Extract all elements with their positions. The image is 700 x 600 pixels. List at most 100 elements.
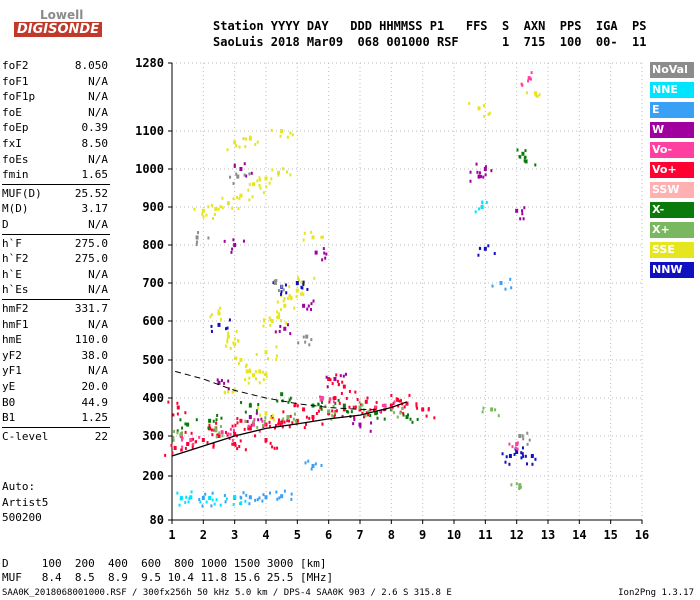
data-point-scatter	[291, 421, 294, 425]
data-point-scatter	[216, 378, 219, 382]
data-point-scatter	[288, 293, 291, 297]
data-point-scatter	[184, 411, 187, 415]
data-point-scatter	[267, 357, 270, 361]
param-row: D N/A	[2, 217, 108, 233]
data-point-scatter	[321, 400, 324, 404]
data-point-scatter	[224, 430, 227, 434]
data-point	[311, 415, 315, 419]
data-point-scatter	[530, 71, 533, 75]
data-point-scatter	[510, 483, 513, 487]
digisonde-logo: Lowell DIGISONDE	[0, 8, 103, 42]
data-point	[333, 377, 337, 381]
data-point	[483, 246, 487, 251]
data-point-scatter	[220, 416, 223, 420]
data-point-scatter	[273, 446, 276, 450]
data-point-scatter	[190, 490, 193, 494]
data-point-scatter	[235, 172, 238, 176]
data-point	[239, 418, 243, 423]
data-point-scatter	[181, 426, 184, 430]
data-point-scatter	[518, 486, 521, 490]
param-row: C-level 22	[2, 429, 108, 445]
data-point-scatter	[275, 345, 278, 349]
data-point-scatter	[232, 181, 235, 185]
data-point-scatter	[179, 497, 182, 501]
param-value: 0.39	[81, 121, 109, 135]
param-row: h`F 275.0	[2, 236, 108, 252]
data-point-scatter	[274, 330, 277, 334]
data-point-scatter	[244, 365, 247, 369]
y-tick-label: 1000	[135, 162, 164, 176]
data-point-scatter	[232, 238, 235, 242]
data-point-scatter	[302, 335, 305, 339]
data-point-scatter	[329, 397, 332, 401]
data-point-scatter	[501, 452, 504, 456]
data-point	[480, 205, 484, 209]
data-point-scatter	[231, 206, 234, 210]
data-point-scatter	[170, 443, 173, 447]
data-point	[233, 243, 237, 247]
data-point-scatter	[217, 207, 220, 211]
data-point	[277, 315, 281, 320]
data-point-scatter	[245, 493, 248, 497]
data-point-scatter	[210, 504, 213, 508]
data-point-scatter	[253, 418, 256, 422]
data-point-scatter	[238, 445, 241, 449]
data-point-scatter	[268, 316, 271, 320]
param-row: foF1 N/A	[2, 74, 108, 90]
data-point-scatter	[236, 417, 239, 421]
data-point-scatter	[399, 399, 402, 403]
data-point	[405, 401, 409, 406]
data-point-scatter	[262, 378, 265, 382]
data-point	[405, 415, 409, 419]
param-value: 275.0	[74, 236, 108, 250]
data-point-scatter	[301, 291, 304, 295]
data-point-scatter	[179, 418, 182, 422]
data-point-scatter	[348, 405, 351, 409]
data-point-scatter	[280, 284, 283, 288]
data-point-scatter	[231, 390, 234, 394]
data-point-scatter	[269, 491, 272, 495]
data-point-scatter	[525, 91, 528, 95]
param-value: 3.17	[81, 202, 109, 216]
data-point-scatter	[171, 451, 174, 455]
data-point-scatter	[237, 362, 240, 366]
legend-item: NNE	[650, 82, 694, 98]
data-point-scatter	[415, 404, 418, 408]
data-point-scatter	[249, 370, 252, 374]
data-point-scatter	[535, 94, 538, 98]
data-point-scatter	[302, 280, 305, 284]
data-point	[280, 392, 284, 397]
data-point	[314, 250, 318, 255]
x-tick-label: 3	[231, 528, 238, 542]
data-point-scatter	[483, 114, 486, 118]
data-point-scatter	[305, 415, 308, 419]
param-separator	[2, 183, 110, 185]
param-value: 8.50	[81, 137, 109, 150]
param-separator	[2, 299, 110, 300]
data-point-scatter	[223, 390, 226, 394]
data-point-scatter	[374, 411, 377, 415]
data-point-scatter	[210, 313, 213, 317]
data-point-scatter	[248, 172, 251, 176]
data-point-scatter	[226, 340, 229, 344]
data-point	[364, 399, 368, 404]
data-point-scatter	[307, 459, 310, 463]
data-point-scatter	[331, 413, 334, 417]
param-separator	[2, 233, 110, 235]
data-point-scatter	[263, 318, 266, 322]
data-point-scatter	[524, 149, 527, 153]
data-point-scatter	[359, 425, 362, 429]
data-point-scatter	[259, 186, 262, 190]
param-name: foF1p	[2, 90, 36, 104]
data-point-scatter	[521, 209, 524, 213]
data-point-scatter	[369, 414, 372, 418]
y-tick-label: 80	[150, 513, 164, 527]
data-point	[283, 303, 287, 308]
data-point-scatter	[172, 413, 175, 417]
header-line-1: Station YYYY DAY DDD HHMMSS P1 FFS S AXN…	[213, 19, 647, 33]
data-point-scatter	[288, 425, 291, 429]
param-name: foF1	[2, 74, 29, 88]
data-point-scatter	[328, 400, 331, 404]
param-row: foE N/A	[2, 105, 108, 121]
data-point-scatter	[269, 441, 272, 445]
